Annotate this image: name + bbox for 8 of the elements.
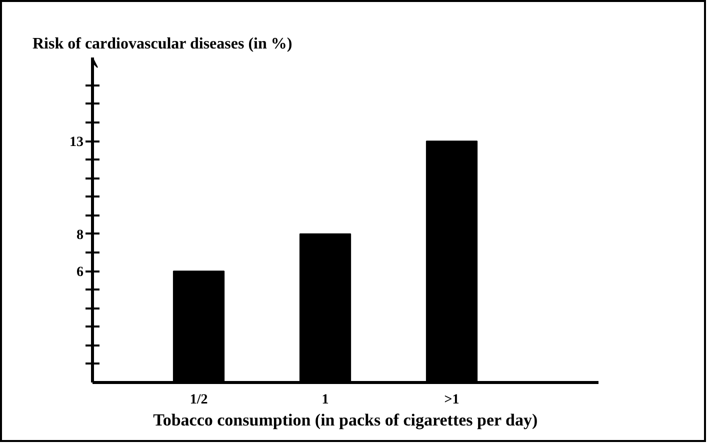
y-tick-label: 13 [70,135,84,150]
chart-title: Risk of cardiovascular diseases (in %) [32,36,292,52]
x-tick-label: 1/2 [190,392,208,408]
y-tick-label: 8 [76,228,84,243]
y-tick-label: 6 [76,265,84,280]
x-tick-label: 1 [322,392,329,408]
x-tick-label: >1 [444,392,460,408]
x-axis-title: Tobacco consumption (in packs of cigarettes per day) [153,410,538,430]
